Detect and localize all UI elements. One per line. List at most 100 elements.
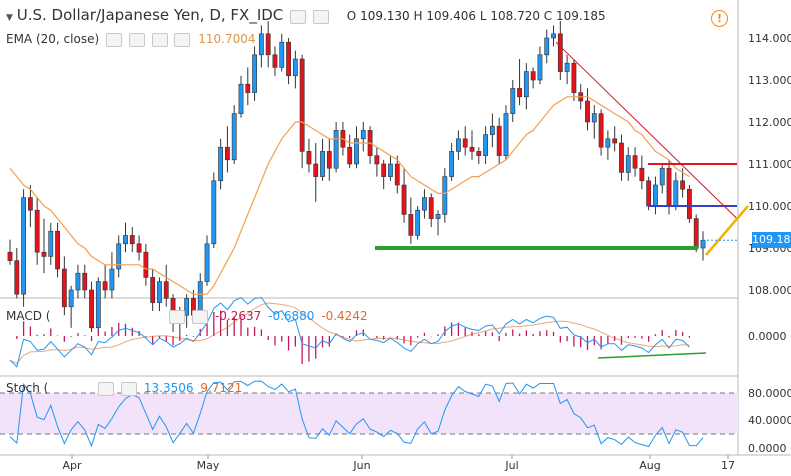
candle-body (109, 268, 115, 291)
price-tick-label: 108.000 (748, 284, 791, 297)
ema-settings-icon[interactable] (105, 32, 122, 47)
ema-value: 110.7004 (198, 32, 256, 46)
stoch-tick-label: 0.0000 (748, 442, 787, 455)
candle-body (184, 298, 190, 316)
candle-body (354, 138, 359, 165)
l-value: 108.720 (490, 9, 540, 23)
macd-settings-icon[interactable] (169, 309, 186, 324)
price-tick-label: 110.000 (748, 200, 791, 213)
candle-body (61, 268, 67, 308)
candle-body (292, 58, 298, 77)
stoch-settings-icon[interactable] (98, 381, 115, 396)
candle-body (700, 239, 706, 249)
candle-body (625, 155, 631, 173)
candle-body (517, 88, 522, 98)
candle-body (245, 83, 251, 93)
candle-body (605, 138, 611, 148)
macd-divergence-line[interactable] (597, 352, 707, 359)
candle-body (41, 251, 47, 257)
ema-remove-icon[interactable] (151, 32, 168, 47)
macd-remove-icon[interactable] (192, 309, 209, 324)
candle-body (693, 218, 699, 249)
stoch-group (9, 380, 704, 448)
candle-body (598, 113, 604, 148)
candle-body (75, 272, 81, 291)
candle-body (48, 230, 54, 257)
h-label: H (413, 9, 423, 23)
candle-body (299, 58, 305, 152)
candle-body (136, 243, 142, 253)
collapse-arrow-icon[interactable]: ▼ (6, 13, 13, 23)
candle-body (666, 167, 672, 207)
stoch-legend: Stoch ( 13.3506 9.7121 (6, 381, 242, 396)
candle-body (585, 100, 590, 123)
candle-body (415, 209, 421, 236)
current-price-label: 109.185 (752, 232, 791, 248)
candle-body (544, 37, 550, 56)
candle-body (653, 184, 658, 207)
stoch-tick-label: 80.0000 (748, 387, 791, 400)
time-axis[interactable]: Apr May Jun Jul Aug 17 (62, 455, 735, 472)
candle-body (659, 167, 665, 186)
ema-visibility-icon[interactable] (128, 32, 145, 47)
stoch-tick-label: 40.0000 (748, 414, 791, 427)
macd-label[interactable]: MACD ( (6, 309, 51, 323)
symbol-title[interactable]: U.S. Dollar/Japanese Yen, D, FX_IDC (16, 6, 284, 24)
candle-body (272, 54, 278, 68)
candle-body (510, 88, 516, 114)
ema-legend: EMA (20, close) 110.7004 (6, 32, 256, 47)
candle-body (279, 41, 285, 68)
candle-body (27, 197, 33, 211)
time-tick-label: Aug (639, 459, 660, 472)
candle-body (428, 197, 434, 219)
candle-body (632, 155, 638, 169)
candle-body (469, 146, 475, 152)
macd-group (9, 296, 707, 368)
stoch-v1: 13.3506 (143, 381, 194, 395)
macd-v2: -0.6880 (268, 309, 315, 323)
orange-trend-line[interactable] (705, 205, 749, 256)
stoch-remove-icon[interactable] (121, 381, 138, 396)
candle-body (639, 167, 645, 182)
candle-body (218, 146, 224, 182)
candle-body (313, 163, 319, 177)
stoch-label[interactable]: Stoch ( (6, 381, 49, 395)
o-label: O (346, 9, 357, 23)
candle-body (55, 230, 60, 270)
ema-more-icon[interactable] (174, 32, 191, 47)
ohlc-readout: O 109.130 H 109.406 L 108.720 C 109.185 (347, 9, 606, 23)
candle-body (252, 54, 257, 93)
candle-body (537, 54, 543, 81)
candle-body (320, 151, 325, 177)
ema-label[interactable]: EMA (20, close) (6, 32, 100, 46)
candle-body (360, 130, 366, 140)
candle-body (462, 138, 468, 148)
macd-tick-label: 0.0000 (748, 330, 787, 343)
candle-body (483, 134, 488, 156)
settings-gear-icon[interactable] (290, 9, 307, 24)
price-axis[interactable]: 114.000113.000112.000111.000110.000109.0… (748, 32, 791, 455)
candle-body (388, 163, 393, 177)
candle-body (14, 260, 20, 295)
candle-body (422, 197, 427, 211)
candle-body (394, 163, 400, 186)
candles-group (7, 21, 706, 341)
candle-body (150, 277, 156, 303)
ema-line (9, 96, 690, 295)
candle-body (619, 142, 624, 173)
macd-v3: -0.4242 (321, 309, 368, 323)
hide-eye-icon[interactable] (312, 9, 329, 24)
candle-body (456, 138, 461, 152)
h-value: 109.406 (426, 9, 476, 23)
warning-icon[interactable]: ! (711, 10, 728, 27)
candle-body (449, 151, 455, 177)
price-tick-label: 112.000 (748, 116, 791, 129)
l-label: L (479, 9, 487, 23)
main-legend: ▼ U.S. Dollar/Japanese Yen, D, FX_IDC O … (6, 6, 606, 24)
candle-body (163, 281, 169, 299)
trend-line[interactable] (555, 41, 738, 219)
candle-body (646, 180, 652, 207)
candle-body (489, 125, 495, 135)
